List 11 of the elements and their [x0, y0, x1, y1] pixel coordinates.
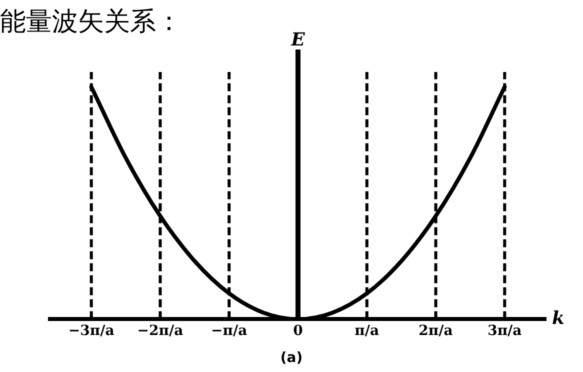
x-tick-label: 2π/a — [418, 323, 453, 340]
x-tick-label: π/a — [354, 323, 380, 340]
x-tick-label: −3π/a — [68, 323, 114, 340]
chart-title: 能量波矢关系： — [0, 6, 182, 39]
x-axis-title: k — [552, 308, 564, 329]
x-tick-label: 0 — [293, 323, 304, 340]
x-tick-label: −2π/a — [137, 323, 184, 340]
text: (a) — [279, 350, 304, 366]
x-tick-label: 3π/a — [488, 323, 522, 340]
x-tick-label: −π/a — [211, 323, 248, 340]
y-axis-title: E — [290, 30, 306, 51]
